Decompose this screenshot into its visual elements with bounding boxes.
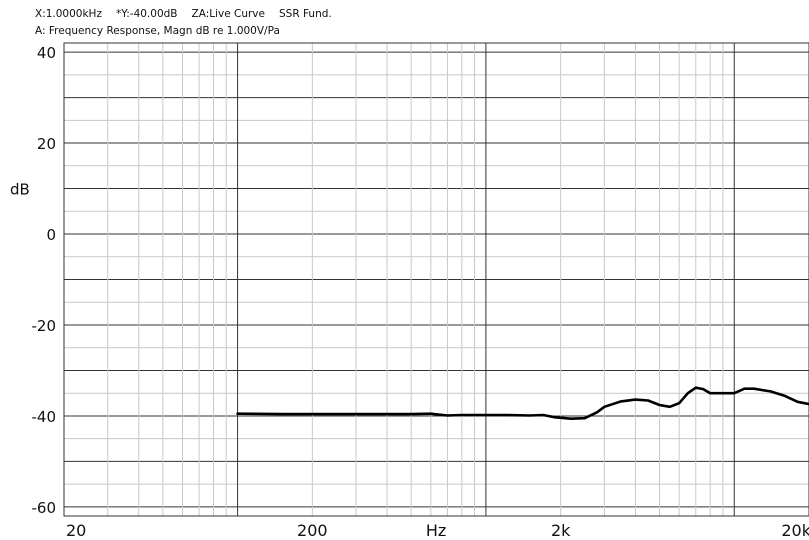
y-tick-label: -20: [32, 317, 57, 335]
grid-group: [63, 42, 809, 517]
y-tick-label: 40: [37, 44, 56, 62]
x-axis-label: Hz: [426, 521, 446, 540]
y-axis-label: dB: [10, 181, 30, 199]
mode-readout: SSR Fund.: [279, 8, 332, 20]
y-tick-label: 0: [46, 226, 56, 244]
y-tick-label: -40: [32, 408, 57, 426]
x-tick-label: 200: [297, 521, 328, 540]
y-tick-label: 20: [37, 135, 56, 153]
x-cursor-readout: X:1.0000kHz: [35, 8, 102, 20]
y-tick-label: -60: [32, 499, 57, 517]
chart-title: A: Frequency Response, Magn dB re 1.000V…: [35, 25, 280, 37]
x-tick-label: 2k: [551, 521, 571, 540]
frequency-response-line: [236, 386, 809, 420]
x-tick-label: 20: [66, 521, 86, 540]
plot-frame: [63, 42, 809, 517]
trace-readout: ZA:Live Curve: [191, 8, 266, 20]
cursor-readout-bar: X:1.0000kHz *Y:-40.00dB ZA:Live Curve SSR F…: [35, 8, 346, 20]
x-tick-label: 20k: [781, 521, 809, 540]
y-cursor-readout: *Y:-40.00dB: [115, 8, 178, 20]
